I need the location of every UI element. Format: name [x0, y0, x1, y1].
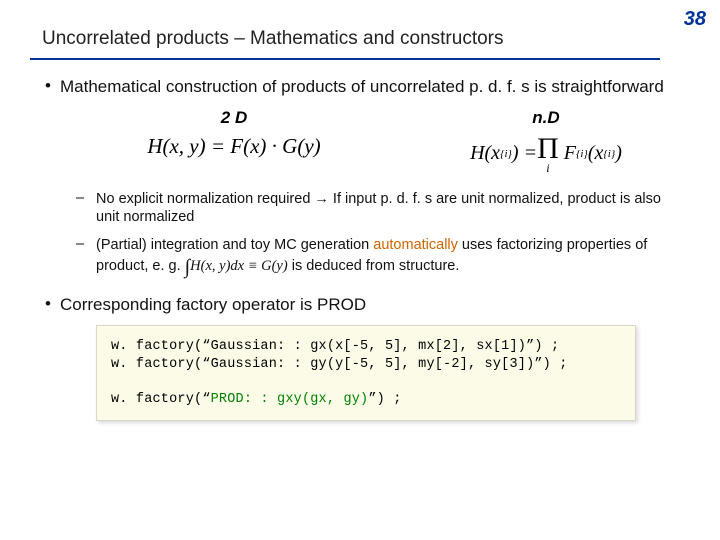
dash-icon: – [76, 236, 96, 252]
fnd-part: H(x [470, 142, 500, 165]
pi-symbol: Π [537, 134, 559, 164]
code-line: w. factory(“Gaussian: : gy(y[-5, 5], my[… [111, 357, 621, 372]
label-nd: n.D [408, 108, 684, 128]
content-area: • Mathematical construction of products … [0, 60, 720, 421]
fnd-part: ) [615, 142, 622, 165]
fnd-part: (x [588, 142, 604, 165]
code-gap [111, 375, 621, 389]
label-2d: 2 D [96, 108, 372, 128]
bullet-sub-1: – No explicit normalization required → I… [36, 190, 684, 227]
fnd-sup: {i} [576, 148, 588, 160]
fnd-part: ) = [512, 142, 537, 165]
code-part: ”) ; [368, 392, 401, 407]
bullet-main-2: • Corresponding factory operator is PROD [36, 294, 684, 316]
bullet-dot-icon: • [36, 294, 60, 314]
fnd-sup: {i} [603, 148, 615, 160]
text-part: is deduced from structure. [288, 258, 460, 274]
fnd-part: F [564, 142, 576, 165]
bullet-sub-2: – (Partial) integration and toy MC gener… [36, 236, 684, 279]
slide-title: Uncorrelated products – Mathematics and … [0, 0, 720, 56]
formula-2d: H(x, y) = F(x) · G(y) [96, 134, 372, 159]
text-part: (Partial) integration and toy MC generat… [96, 237, 373, 253]
formula-col-2d: 2 D H(x, y) = F(x) · G(y) [96, 108, 372, 159]
inline-formula: ∫H(x, y)dx ≡ G(y) [185, 258, 288, 274]
bullet-text: (Partial) integration and toy MC generat… [96, 236, 684, 279]
code-line: w. factory(“Gaussian: : gx(x[-5, 5], mx[… [111, 339, 621, 354]
formula-col-nd: n.D H(x{i}) = Π i F{i}(x{i}) [408, 108, 684, 174]
bullet-text: Corresponding factory operator is PROD [60, 294, 366, 316]
formula-nd: H(x{i}) = Π i F{i}(x{i}) [408, 134, 684, 174]
formula-body: H(x, y)dx ≡ G(y) [190, 258, 288, 274]
bullet-dot-icon: • [36, 76, 60, 96]
bullet-text: Mathematical construction of products of… [60, 76, 664, 98]
bullet-text: No explicit normalization required → If … [96, 190, 684, 227]
product-symbol-icon: Π i [537, 134, 559, 174]
code-highlight: PROD: : gxy(gx, gy) [211, 392, 369, 407]
code-box: w. factory(“Gaussian: : gx(x[-5, 5], mx[… [96, 325, 636, 421]
pi-sub: i [546, 162, 549, 174]
code-part: w. factory(“ [111, 392, 211, 407]
fnd-sup: {i} [500, 148, 512, 160]
bullet-main-1: • Mathematical construction of products … [36, 76, 684, 98]
formula-row: 2 D H(x, y) = F(x) · G(y) n.D H(x{i}) = … [36, 102, 684, 180]
text-part: No explicit normalization required [96, 191, 314, 207]
text-highlight: automatically [373, 237, 458, 253]
code-line: w. factory(“PROD: : gxy(gx, gy)”) ; [111, 392, 621, 407]
arrow-icon: → [314, 191, 329, 207]
page-number: 38 [684, 8, 706, 31]
dash-icon: – [76, 190, 96, 206]
